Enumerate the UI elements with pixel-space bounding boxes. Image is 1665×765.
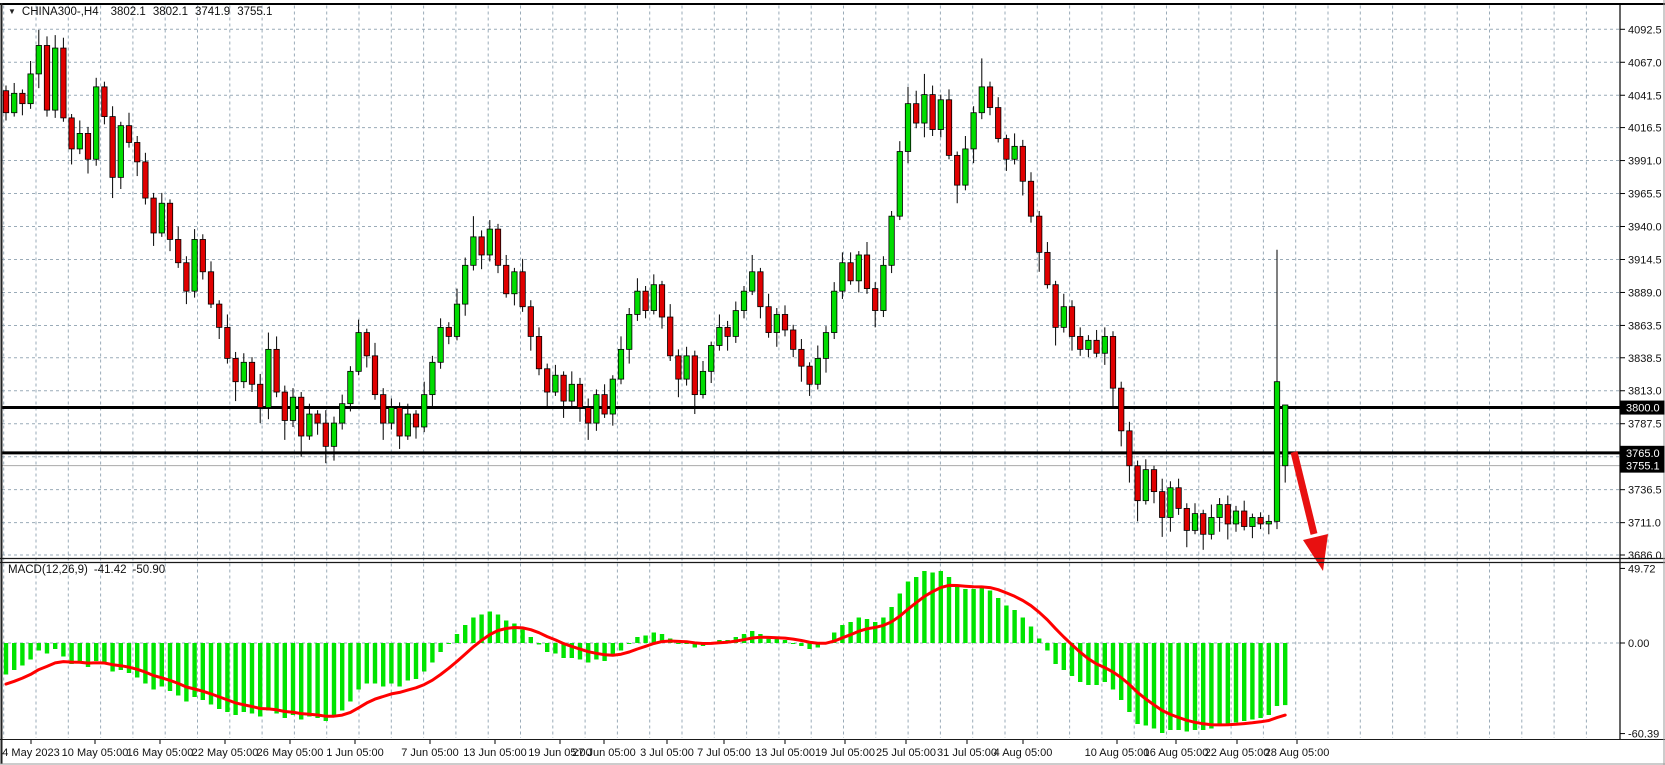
price-axis[interactable]: 4092.5 4067.0 4041.5 4016.5 3991.0 3965.5 3940… [1620,24,1665,562]
bar-close-value: 3755.1 [237,6,273,18]
bar-open-value: 3802.1 [110,6,146,18]
price-label-box-bid: 3755.1 [1626,461,1660,473]
time-tick-label: 10 May 05:00 [62,747,129,759]
time-tick-label: 4 May 2023 [2,747,59,759]
time-tick-label: 26 May 05:00 [257,747,324,759]
time-tick-label: 13 Jun 05:00 [463,747,527,759]
symbol-dropdown-icon[interactable]: ▼ [8,7,16,16]
price-label-box-hline: 3800.0 [1626,403,1660,415]
time-tick-label: 7 Jun 05:00 [401,747,459,759]
time-tick-label: 4 Aug 05:00 [994,747,1053,759]
bar-high-value: 3802.1 [152,6,188,18]
price-tick-label: 4092.5 [1628,24,1662,36]
time-tick-label: 28 Aug 05:00 [1265,747,1330,759]
macd-tick-label: 49.72 [1628,563,1656,575]
indicator-name: MACD(12,26,9) [8,564,88,576]
price-tick-label: 3838.5 [1628,353,1662,365]
time-tick-label: 13 Jul 05:00 [755,747,815,759]
time-tick-label: 16 May 05:00 [127,747,194,759]
time-tick-label: 3 Jul 05:00 [640,747,694,759]
macd-signal-line [4,583,1287,727]
indicator-signal-value: -50.90 [132,564,166,576]
macd-tick-label: 0.00 [1628,638,1649,650]
time-tick-label: 27 Jun 05:00 [572,747,636,759]
indicator-macd-value: -41.42 [93,564,127,576]
sell-arrow[interactable] [1290,451,1328,571]
price-tick-label: 4016.5 [1628,123,1662,135]
price-tick-label: 3991.0 [1628,156,1662,168]
price-tick-label: 3813.0 [1628,386,1662,398]
price-tick-label: 3787.5 [1628,419,1662,431]
price-tick-label: 3686.0 [1628,550,1662,562]
symbol-period-label: CHINA300-,H4 [21,6,99,18]
price-tick-label: 3736.5 [1628,485,1662,497]
grid [2,5,1620,738]
macd-histogram [3,571,1288,733]
time-tick-label: 22 Aug 05:00 [1205,747,1270,759]
price-tick-label: 3965.5 [1628,189,1662,201]
time-tick-label: 16 Aug 05:00 [1144,747,1209,759]
chart-header: ▼ CHINA300-,H4 3802.1 3802.1 3741.9 3755.1 [8,6,279,18]
price-tick-label: 3863.5 [1628,320,1662,332]
time-tick-label: 19 Jul 05:00 [815,747,875,759]
macd-tick-label: -60.39 [1628,729,1659,741]
time-tick-label: 7 Jul 05:00 [697,747,751,759]
price-label-box-hline: 3765.0 [1626,448,1660,460]
time-tick-label: 19 Jun 05:00 [528,747,592,759]
price-tick-label: 3914.5 [1628,254,1662,266]
price-tick-label: 3940.0 [1628,222,1662,234]
time-tick-label: 1 Jun 05:00 [326,747,384,759]
price-tick-label: 3889.0 [1628,287,1662,299]
time-tick-label: 22 May 05:00 [192,747,259,759]
bar-low-value: 3741.9 [195,6,231,18]
price-tick-label: 3711.0 [1628,518,1661,530]
time-tick-label: 10 Aug 05:00 [1085,747,1150,759]
time-tick-label: 25 Jul 05:00 [876,747,936,759]
price-tick-label: 4067.0 [1628,57,1662,69]
macd-axis[interactable]: 49.72 0.00 -60.39 [1620,563,1659,741]
candles [2,29,1289,550]
indicator-label: MACD(12,26,9) -41.42 -50.90 [8,564,171,576]
price-tick-label: 4041.5 [1628,90,1662,102]
time-tick-label: 31 Jul 05:00 [937,747,997,759]
